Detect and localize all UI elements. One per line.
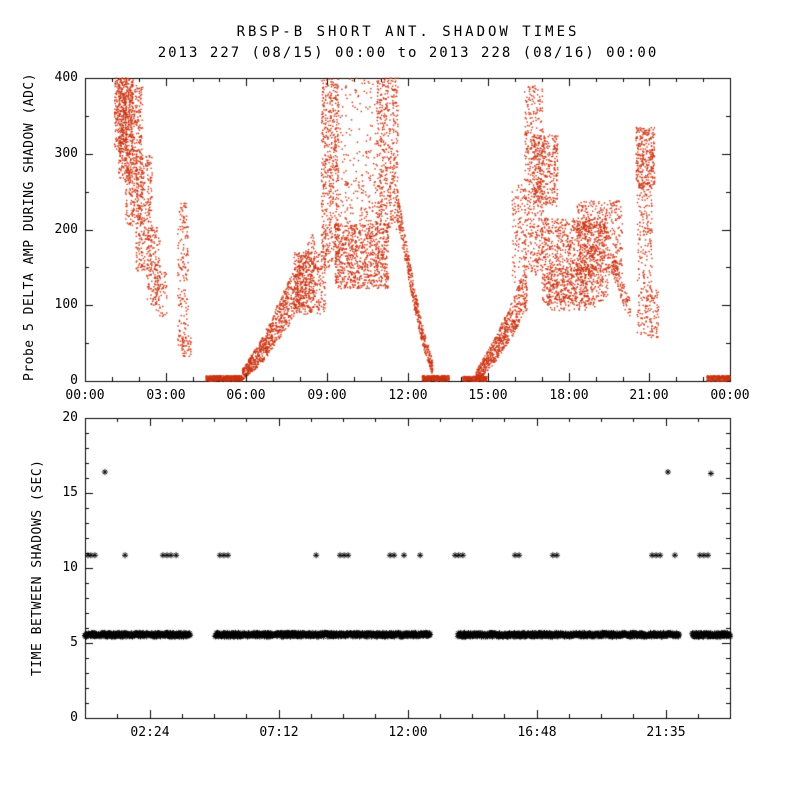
- y-tick-label: 300: [54, 146, 78, 161]
- chart-title: RBSP-B SHORT ANT. SHADOW TIMES: [236, 24, 580, 40]
- x-tick-label: 18:00: [549, 388, 589, 403]
- x-tick-label: 12:00: [388, 388, 428, 403]
- y-tick-label: 10: [62, 560, 78, 575]
- x-tick-label: 02:24: [130, 725, 170, 740]
- x-tick-label: 21:35: [646, 725, 686, 740]
- y-tick-label: 0: [70, 710, 78, 725]
- x-tick-label: 12:00: [388, 725, 428, 740]
- y-tick-label: 200: [54, 222, 78, 237]
- x-tick-label: 00:00: [65, 388, 105, 403]
- x-tick-label: 07:12: [259, 725, 299, 740]
- x-tick-label: 09:00: [307, 388, 347, 403]
- x-tick-label: 15:00: [468, 388, 508, 403]
- y-tick-label: 15: [62, 485, 78, 500]
- chart-subtitle: 2013 227 (08/15) 00:00 to 2013 228 (08/1…: [157, 45, 659, 61]
- x-tick-label: 06:00: [226, 388, 266, 403]
- y-tick-label: 100: [54, 297, 78, 312]
- y-tick-label: 20: [62, 410, 78, 425]
- x-tick-label: 00:00: [710, 388, 750, 403]
- y-tick-label: 400: [54, 70, 78, 85]
- y-tick-label: 5: [70, 635, 78, 650]
- x-tick-label: 21:00: [629, 388, 669, 403]
- x-tick-label: 16:48: [517, 725, 557, 740]
- y-tick-label: 0: [70, 373, 78, 388]
- x-tick-label: 03:00: [146, 388, 186, 403]
